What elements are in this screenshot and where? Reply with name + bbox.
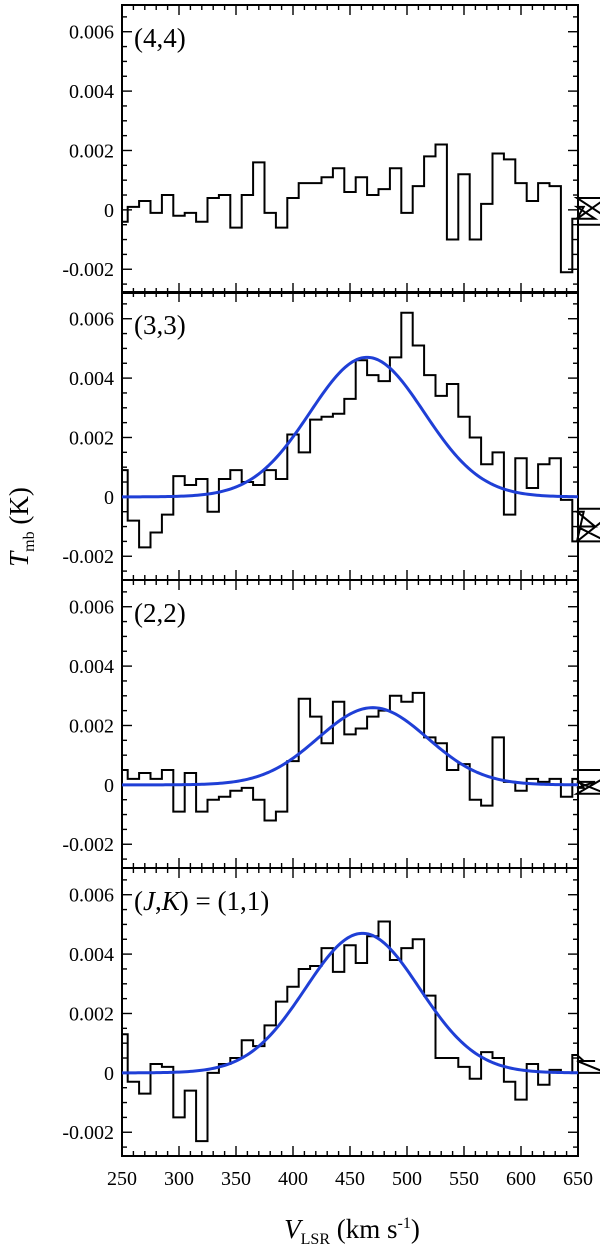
spectrum-step-line bbox=[123, 143, 600, 274]
gaussian-fit-line bbox=[122, 706, 579, 787]
spectrum-step-line bbox=[123, 920, 600, 1143]
y-tick-label: 0 bbox=[104, 1063, 114, 1085]
panel-2: -0.002 0 0.002 0.004 0.006 (3,3) bbox=[62, 291, 600, 581]
gaussian-fit-line bbox=[122, 355, 579, 499]
panel-label: (J,K) = (1,1) bbox=[134, 886, 269, 916]
y-tick-label: -0.002 bbox=[62, 1122, 114, 1144]
panel-frame bbox=[121, 579, 579, 869]
x-tick-label: 450 bbox=[335, 1168, 365, 1190]
y-tick-label: 0.004 bbox=[69, 656, 114, 678]
gaussian-fit-line bbox=[121, 931, 579, 1075]
x-tick-label: 600 bbox=[506, 1168, 536, 1190]
y-tick-label: -0.002 bbox=[62, 546, 114, 568]
panel-1: -0.002 0 0.002 0.004 0.006 (4,4) bbox=[62, 4, 600, 294]
x-axis-title: VLSR (km s-1) bbox=[284, 1214, 420, 1248]
y-tick-label: 0 bbox=[104, 775, 114, 797]
y-tick-label: 0 bbox=[104, 487, 114, 509]
y-tick-label: 0.006 bbox=[69, 309, 114, 331]
panel-label: (3,3) bbox=[134, 310, 186, 340]
panel-frame bbox=[121, 4, 579, 294]
x-tick-label: 650 bbox=[563, 1168, 593, 1190]
x-tick-labels: 250 300 350 400 450 500 550 600 650 bbox=[107, 1168, 593, 1190]
panel-label: (2,2) bbox=[134, 598, 186, 628]
x-tick-label: 300 bbox=[164, 1168, 194, 1190]
y-tick-label: 0.006 bbox=[69, 22, 114, 44]
y-tick-label: 0.006 bbox=[69, 597, 114, 619]
y-tick-label: -0.002 bbox=[62, 259, 114, 281]
y-tick-label: 0.002 bbox=[69, 427, 114, 449]
y-tick-label: 0.002 bbox=[69, 1003, 114, 1025]
x-tick-label: 500 bbox=[392, 1168, 422, 1190]
panels-group: -0.002 0 0.002 0.004 0.006 (4,4) -0.002 0 0.002 0… bbox=[62, 4, 600, 1157]
spectrum-step-line bbox=[123, 691, 600, 822]
x-tick-label: 550 bbox=[449, 1168, 479, 1190]
panel-3: -0.002 0 0.002 0.004 0.006 (2,2) bbox=[62, 579, 600, 869]
y-tick-label: 0.004 bbox=[69, 368, 114, 390]
panel-label: (4,4) bbox=[134, 23, 186, 53]
y-tick-label: 0.002 bbox=[69, 140, 114, 162]
y-tick-label: 0.004 bbox=[69, 81, 114, 103]
x-tick-label: 250 bbox=[107, 1168, 137, 1190]
y-axis-title: Tmb (K) bbox=[4, 487, 38, 567]
x-tick-label: 350 bbox=[221, 1168, 251, 1190]
panel-frame bbox=[121, 291, 579, 581]
x-tick-label: 400 bbox=[278, 1168, 308, 1190]
spectrum-step-line bbox=[123, 311, 600, 549]
y-tick-label: 0.006 bbox=[69, 885, 114, 907]
panel-4: -0.002 0 0.002 0.004 0.006 (J,K) = (1,1) bbox=[62, 867, 600, 1157]
y-tick-label: 0.004 bbox=[69, 944, 114, 966]
y-tick-label: 0 bbox=[104, 200, 114, 222]
y-tick-label: 0.002 bbox=[69, 715, 114, 737]
y-tick-label: -0.002 bbox=[62, 834, 114, 856]
